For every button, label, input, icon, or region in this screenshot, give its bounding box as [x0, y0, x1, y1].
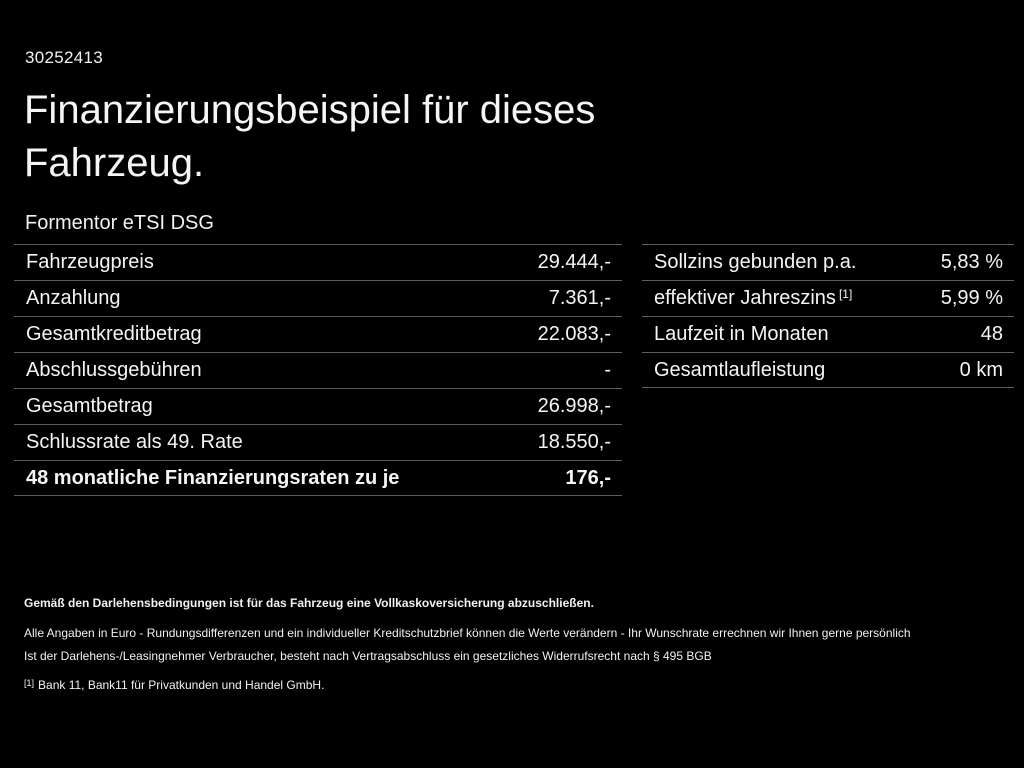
table-row-gesamtlaufleistung: Gesamtlaufleistung 0 km — [642, 352, 1014, 388]
row-value: 176,- — [565, 466, 611, 489]
row-value: - — [604, 359, 611, 381]
row-label: Sollzins gebunden p.a. — [654, 251, 857, 273]
row-label: Anzahlung — [26, 287, 121, 309]
footnote-marker: [1] — [24, 678, 35, 688]
row-label: Gesamtlaufleistung — [654, 358, 826, 381]
row-value: 18.550,- — [537, 431, 611, 453]
offer-id: 30252413 — [25, 48, 104, 67]
row-label: Schlussrate als 49. Rate — [26, 431, 243, 453]
row-value: 5,83 % — [940, 251, 1003, 273]
page-title-line1: Finanzierungsbeispiel für dieses — [24, 88, 596, 132]
table-row-gesamtbetrag: Gesamtbetrag 26.998,- — [14, 388, 622, 424]
page-title-line2: Fahrzeug. — [24, 141, 205, 186]
row-value: 48 — [980, 323, 1003, 345]
table-row-sollzins: Sollzins gebunden p.a. 5,83 % — [642, 244, 1014, 280]
row-label: 48 monatliche Finanzierungsraten zu je — [26, 466, 400, 489]
row-label: Abschlussgebühren — [26, 359, 202, 381]
row-value: 26.998,- — [537, 395, 611, 417]
financing-table-right: Sollzins gebunden p.a. 5,83 % effektiver… — [642, 244, 1014, 496]
footnote-marker: [1] — [838, 287, 853, 301]
table-row-fahrzeugpreis: Fahrzeugpreis 29.444,- — [14, 244, 622, 280]
row-value: 0 km — [959, 358, 1003, 381]
page-title: Finanzierungsbeispiel für dieses Fahrzeu… — [24, 84, 595, 190]
table-row-schlussrate: Schlussrate als 49. Rate 18.550,- — [14, 424, 622, 460]
row-label: Gesamtkreditbetrag — [26, 323, 202, 345]
footnote-insurance: Gemäß den Darlehensbedingungen ist für d… — [24, 596, 594, 610]
row-value: 29.444,- — [537, 251, 611, 273]
footnote-euro-note: Alle Angaben in Euro - Rundungsdifferenz… — [24, 626, 911, 640]
table-row-abschlussgebuehren: Abschlussgebühren - — [14, 352, 622, 388]
row-value: 22.083,- — [537, 323, 611, 345]
footnote-bank: [1] Bank 11, Bank11 für Privatkunden und … — [24, 678, 325, 692]
row-label: Laufzeit in Monaten — [654, 323, 829, 345]
financing-table-left: Fahrzeugpreis 29.444,- Anzahlung 7.361,-… — [14, 244, 622, 496]
table-row-monatsrate: 48 monatliche Finanzierungsraten zu je 1… — [14, 460, 622, 496]
financing-tables: Fahrzeugpreis 29.444,- Anzahlung 7.361,-… — [14, 244, 1014, 496]
table-row-effektiver-jahreszins: effektiver Jahreszins [1] 5,99 % — [642, 280, 1014, 316]
row-value: 7.361,- — [548, 287, 611, 309]
row-value: 5,99 % — [940, 287, 1003, 309]
table-row-laufzeit: Laufzeit in Monaten 48 — [642, 316, 1014, 352]
row-label: Fahrzeugpreis — [26, 251, 154, 273]
table-row-gesamtkreditbetrag: Gesamtkreditbetrag 22.083,- — [14, 316, 622, 352]
vehicle-model: Formentor eTSI DSG — [25, 212, 214, 234]
legal-footnotes: Gemäß den Darlehensbedingungen ist für d… — [24, 596, 1000, 692]
row-label: effektiver Jahreszins [1] — [654, 287, 853, 309]
row-label: Gesamtbetrag — [26, 395, 153, 417]
table-row-anzahlung: Anzahlung 7.361,- — [14, 280, 622, 316]
footnote-widerrufsrecht: Ist der Darlehens-/Leasingnehmer Verbrau… — [24, 649, 712, 663]
